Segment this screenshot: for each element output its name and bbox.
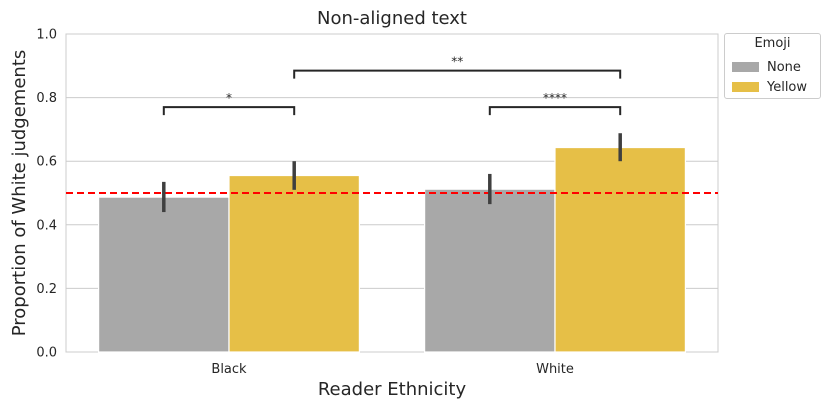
x-tick-label: White [536,362,574,377]
bar-black-none [97,196,230,353]
legend: Emoji None Yellow [724,33,821,99]
legend-swatch-none [732,62,759,72]
significance-bracket [293,69,622,79]
bar-black-yellow [228,174,360,353]
significance-bracket [488,106,622,116]
legend-item-yellow: Yellow [732,78,807,96]
y-tick-label: 0.8 [36,91,57,106]
significance-label: **** [543,91,567,105]
bar-white-none [424,188,556,353]
y-tick-label: 0.4 [36,218,57,233]
y-tick-label: 1.0 [36,28,57,43]
legend-label-none: None [767,59,801,75]
significance-bracket [162,106,296,116]
y-tick-label: 0.6 [36,155,57,170]
bar-white-yellow [554,146,686,353]
legend-item-none: None [732,58,801,76]
tick-labels: 0.0 0.2 0.4 0.6 0.8 1.0 Black White [36,28,574,378]
bars [97,146,686,353]
x-axis-label: Reader Ethnicity [318,379,467,400]
legend-swatch-yellow [732,82,759,92]
chart-title: Non-aligned text [317,8,467,29]
y-axis-label: Proportion of White judgements [9,50,30,337]
y-tick-label: 0.2 [36,282,57,297]
y-tick-label: 0.0 [36,346,57,361]
legend-label-yellow: Yellow [767,79,808,95]
error-bars [162,133,622,213]
x-tick-label: Black [211,362,247,377]
legend-title: Emoji [754,36,791,51]
significance-annotations: * ****** [162,55,622,116]
significance-label: ** [451,55,463,69]
significance-label: * [226,91,232,105]
